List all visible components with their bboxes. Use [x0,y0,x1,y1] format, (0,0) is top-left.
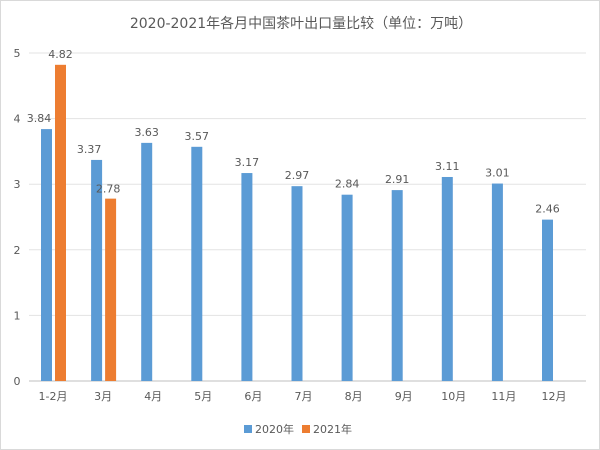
bar-2020年-5月 [191,146,203,381]
bar-2020年-9月 [391,190,403,381]
x-tick-label: 6月 [244,390,262,403]
data-label: 2.91 [385,173,410,186]
y-tick-label: 5 [14,47,21,60]
bar-2020年-6月 [241,173,253,381]
x-tick-label: 1-2月 [39,390,68,403]
bar-2020年-8月 [341,194,353,381]
bar-2020年-12月 [542,219,553,381]
legend-swatch-2021年 [302,425,310,433]
data-label: 4.82 [48,48,73,61]
legend-label: 2020年 [255,422,294,436]
x-tick-label: 7月 [295,390,313,403]
legend-swatch-2020年 [244,425,252,433]
bars [41,64,553,382]
y-tick-label: 3 [14,178,21,191]
bar-2020年-3月 [91,159,103,381]
bar-2020年-1-2月 [41,129,52,381]
x-tick-label: 4月 [144,390,162,403]
y-tick-label: 0 [14,375,21,388]
y-tick-label: 4 [14,113,21,126]
x-tick-label: 10月 [441,390,466,403]
data-label: 3.57 [185,130,210,143]
legend: 2020年 2021年 [244,422,352,436]
data-label: 3.84 [27,112,52,125]
data-label: 2.84 [335,178,360,191]
y-tick-label: 1 [14,309,21,322]
data-label: 2.46 [535,203,560,216]
bar-2020年-11月 [491,183,503,381]
x-tick-label: 8月 [345,390,363,403]
bar-2021年-1-2月 [55,64,66,382]
bar-2020年-10月 [441,176,453,381]
legend-label: 2021年 [313,422,352,436]
x-tick-label: 5月 [194,390,212,403]
x-axis: 1-2月 3月 4月 5月 6月 7月 8月 9月 10月 11月 12月 [39,390,567,403]
data-label: 3.01 [485,167,510,180]
x-tick-label: 11月 [491,390,516,403]
chart-title: 2020-2021年各月中国茶叶出口量比较（单位：万吨） [130,16,472,32]
bar-2021年-3月 [105,198,117,381]
data-label: 3.17 [235,156,260,169]
data-label: 3.11 [435,160,460,173]
data-label: 2.78 [96,183,121,196]
data-label: 2.97 [285,169,310,182]
x-tick-label: 12月 [542,390,567,403]
y-tick-label: 2 [14,244,21,257]
y-axis: 0 1 2 3 4 5 [14,47,21,388]
bar-2020年-4月 [141,142,153,381]
x-tick-label: 3月 [94,390,112,403]
data-label: 3.37 [77,143,102,156]
bar-2020年-7月 [291,186,303,381]
data-labels: 3.84 4.82 3.37 2.78 3.63 3.57 3.17 2.97 2.84 2.91… [27,48,560,216]
x-tick-label: 9月 [395,390,413,403]
data-label: 3.63 [134,126,159,139]
